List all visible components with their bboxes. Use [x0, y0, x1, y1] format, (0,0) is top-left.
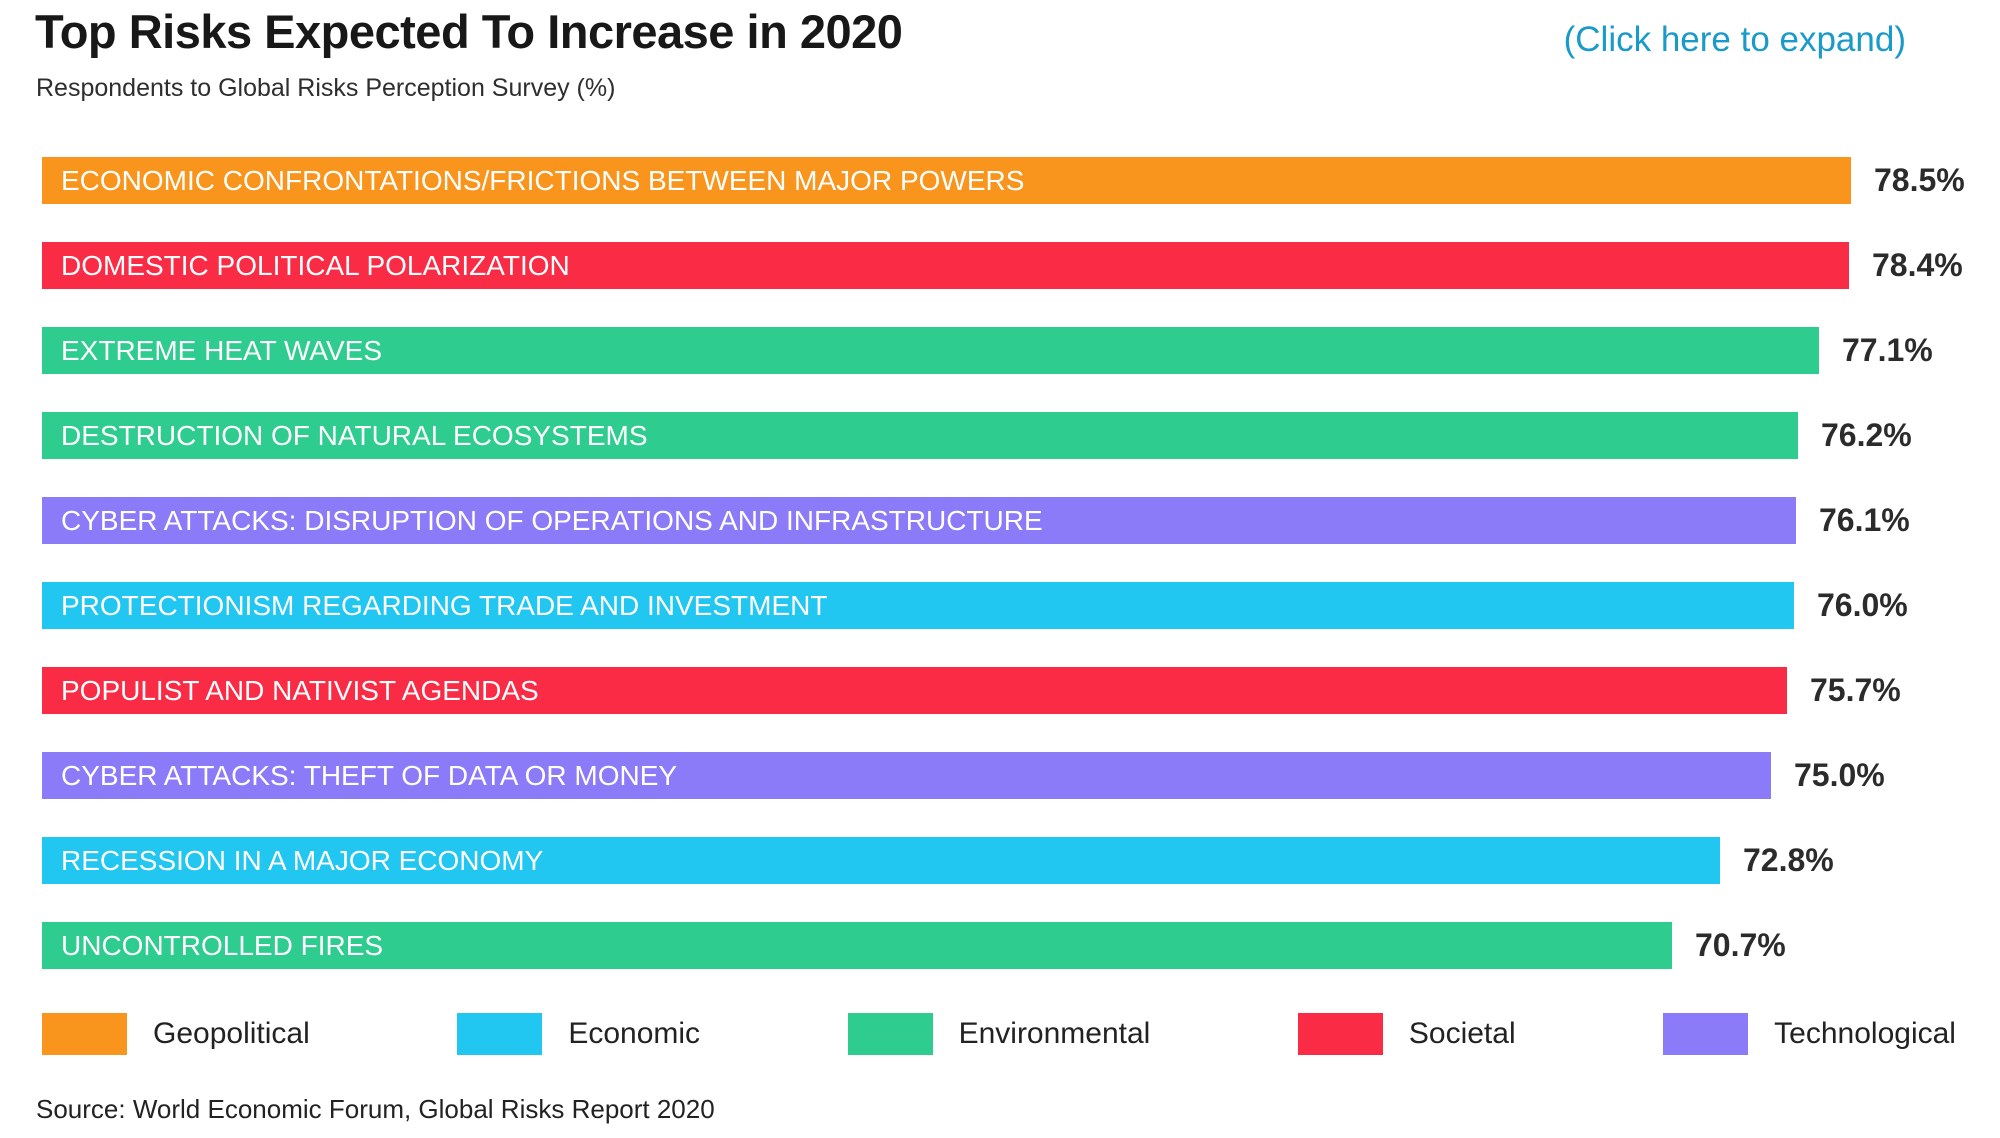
- legend-label: Societal: [1408, 1017, 1516, 1050]
- legend-item: Geopolitical: [42, 1013, 310, 1055]
- legend-item: Societal: [1297, 1013, 1516, 1055]
- legend-color-swatch: [1663, 1013, 1749, 1055]
- legend-item: Technological: [1663, 1013, 1956, 1055]
- bar-row: DESTRUCTION OF NATURAL ECOSYSTEMS 76.2%: [42, 412, 2000, 459]
- risk-bar-value: 76.1%: [1819, 502, 1910, 538]
- risk-bar: UNCONTROLLED FIRES: [42, 922, 1672, 969]
- risk-bar: RECESSION IN A MAJOR ECONOMY: [42, 837, 1720, 884]
- legend-label: Geopolitical: [153, 1017, 310, 1050]
- bar-row: EXTREME HEAT WAVES 77.1%: [42, 327, 2000, 374]
- legend-color-swatch: [1297, 1013, 1383, 1055]
- legend-color-swatch: [42, 1013, 127, 1055]
- risk-bar: PROTECTIONISM REGARDING TRADE AND INVEST…: [42, 582, 1794, 629]
- legend-item: Environmental: [847, 1013, 1151, 1055]
- risk-bar-value: 75.0%: [1794, 757, 1885, 793]
- risk-bar-value: 76.0%: [1817, 587, 1908, 623]
- risk-bar-label: EXTREME HEAT WAVES: [61, 334, 383, 366]
- risk-bar-label: DOMESTIC POLITICAL POLARIZATION: [61, 249, 570, 281]
- risk-bar: POPULIST AND NATIVIST AGENDAS: [42, 667, 1787, 714]
- risk-bar-label: PROTECTIONISM REGARDING TRADE AND INVEST…: [61, 589, 828, 621]
- bar-row: POPULIST AND NATIVIST AGENDAS 75.7%: [42, 667, 2000, 714]
- risk-bar-label: CYBER ATTACKS: THEFT OF DATA OR MONEY: [61, 759, 678, 791]
- bar-row: CYBER ATTACKS: THEFT OF DATA OR MONEY 75…: [42, 752, 2000, 799]
- page-title: Top Risks Expected To Increase in 2020: [35, 5, 903, 58]
- risk-bar-label: RECESSION IN A MAJOR ECONOMY: [61, 844, 544, 876]
- risk-bar-label: UNCONTROLLED FIRES: [61, 929, 384, 961]
- risk-bar-value: 72.8%: [1743, 842, 1834, 878]
- risk-bar: DESTRUCTION OF NATURAL ECOSYSTEMS: [42, 412, 1798, 459]
- risk-bar-label: ECONOMIC CONFRONTATIONS/FRICTIONS BETWEE…: [61, 164, 1025, 196]
- bar-row: RECESSION IN A MAJOR ECONOMY 72.8%: [42, 837, 2000, 884]
- bar-row: ECONOMIC CONFRONTATIONS/FRICTIONS BETWEE…: [42, 157, 2000, 204]
- risk-bar-value: 77.1%: [1842, 332, 1933, 368]
- legend-item: Economic: [457, 1013, 700, 1055]
- risk-bar: DOMESTIC POLITICAL POLARIZATION: [42, 242, 1849, 289]
- risk-bar: CYBER ATTACKS: DISRUPTION OF OPERATIONS …: [42, 497, 1796, 544]
- risk-bar-label: CYBER ATTACKS: DISRUPTION OF OPERATIONS …: [61, 504, 1043, 536]
- bar-chart: ECONOMIC CONFRONTATIONS/FRICTIONS BETWEE…: [42, 157, 2000, 1007]
- bar-row: PROTECTIONISM REGARDING TRADE AND INVEST…: [42, 582, 2000, 629]
- bar-row: UNCONTROLLED FIRES 70.7%: [42, 922, 2000, 969]
- risk-bar: ECONOMIC CONFRONTATIONS/FRICTIONS BETWEE…: [42, 157, 1851, 204]
- bar-row: DOMESTIC POLITICAL POLARIZATION 78.4%: [42, 242, 2000, 289]
- risk-bar: EXTREME HEAT WAVES: [42, 327, 1819, 374]
- source-note: Source: World Economic Forum, Global Ris…: [36, 1094, 715, 1124]
- legend-color-swatch: [847, 1013, 933, 1055]
- risk-bar: CYBER ATTACKS: THEFT OF DATA OR MONEY: [42, 752, 1771, 799]
- legend-label: Environmental: [958, 1017, 1151, 1050]
- legend-color-swatch: [457, 1013, 543, 1055]
- legend: Geopolitical Economic Environmental Soci…: [42, 1013, 1956, 1055]
- risk-bar-value: 76.2%: [1821, 417, 1912, 453]
- legend-label: Economic: [568, 1017, 701, 1050]
- page-subtitle: Respondents to Global Risks Perception S…: [36, 74, 616, 102]
- bar-row: CYBER ATTACKS: DISRUPTION OF OPERATIONS …: [42, 497, 2000, 544]
- legend-label: Technological: [1774, 1017, 1956, 1050]
- risk-bar-label: POPULIST AND NATIVIST AGENDAS: [61, 674, 539, 706]
- expand-link[interactable]: (Click here to expand): [1563, 20, 1906, 59]
- risk-bar-value: 78.4%: [1872, 247, 1963, 283]
- risk-bar-value: 70.7%: [1695, 927, 1786, 963]
- risk-bar-value: 78.5%: [1874, 162, 1965, 198]
- risk-bar-label: DESTRUCTION OF NATURAL ECOSYSTEMS: [61, 419, 648, 451]
- risk-bar-value: 75.7%: [1810, 672, 1901, 708]
